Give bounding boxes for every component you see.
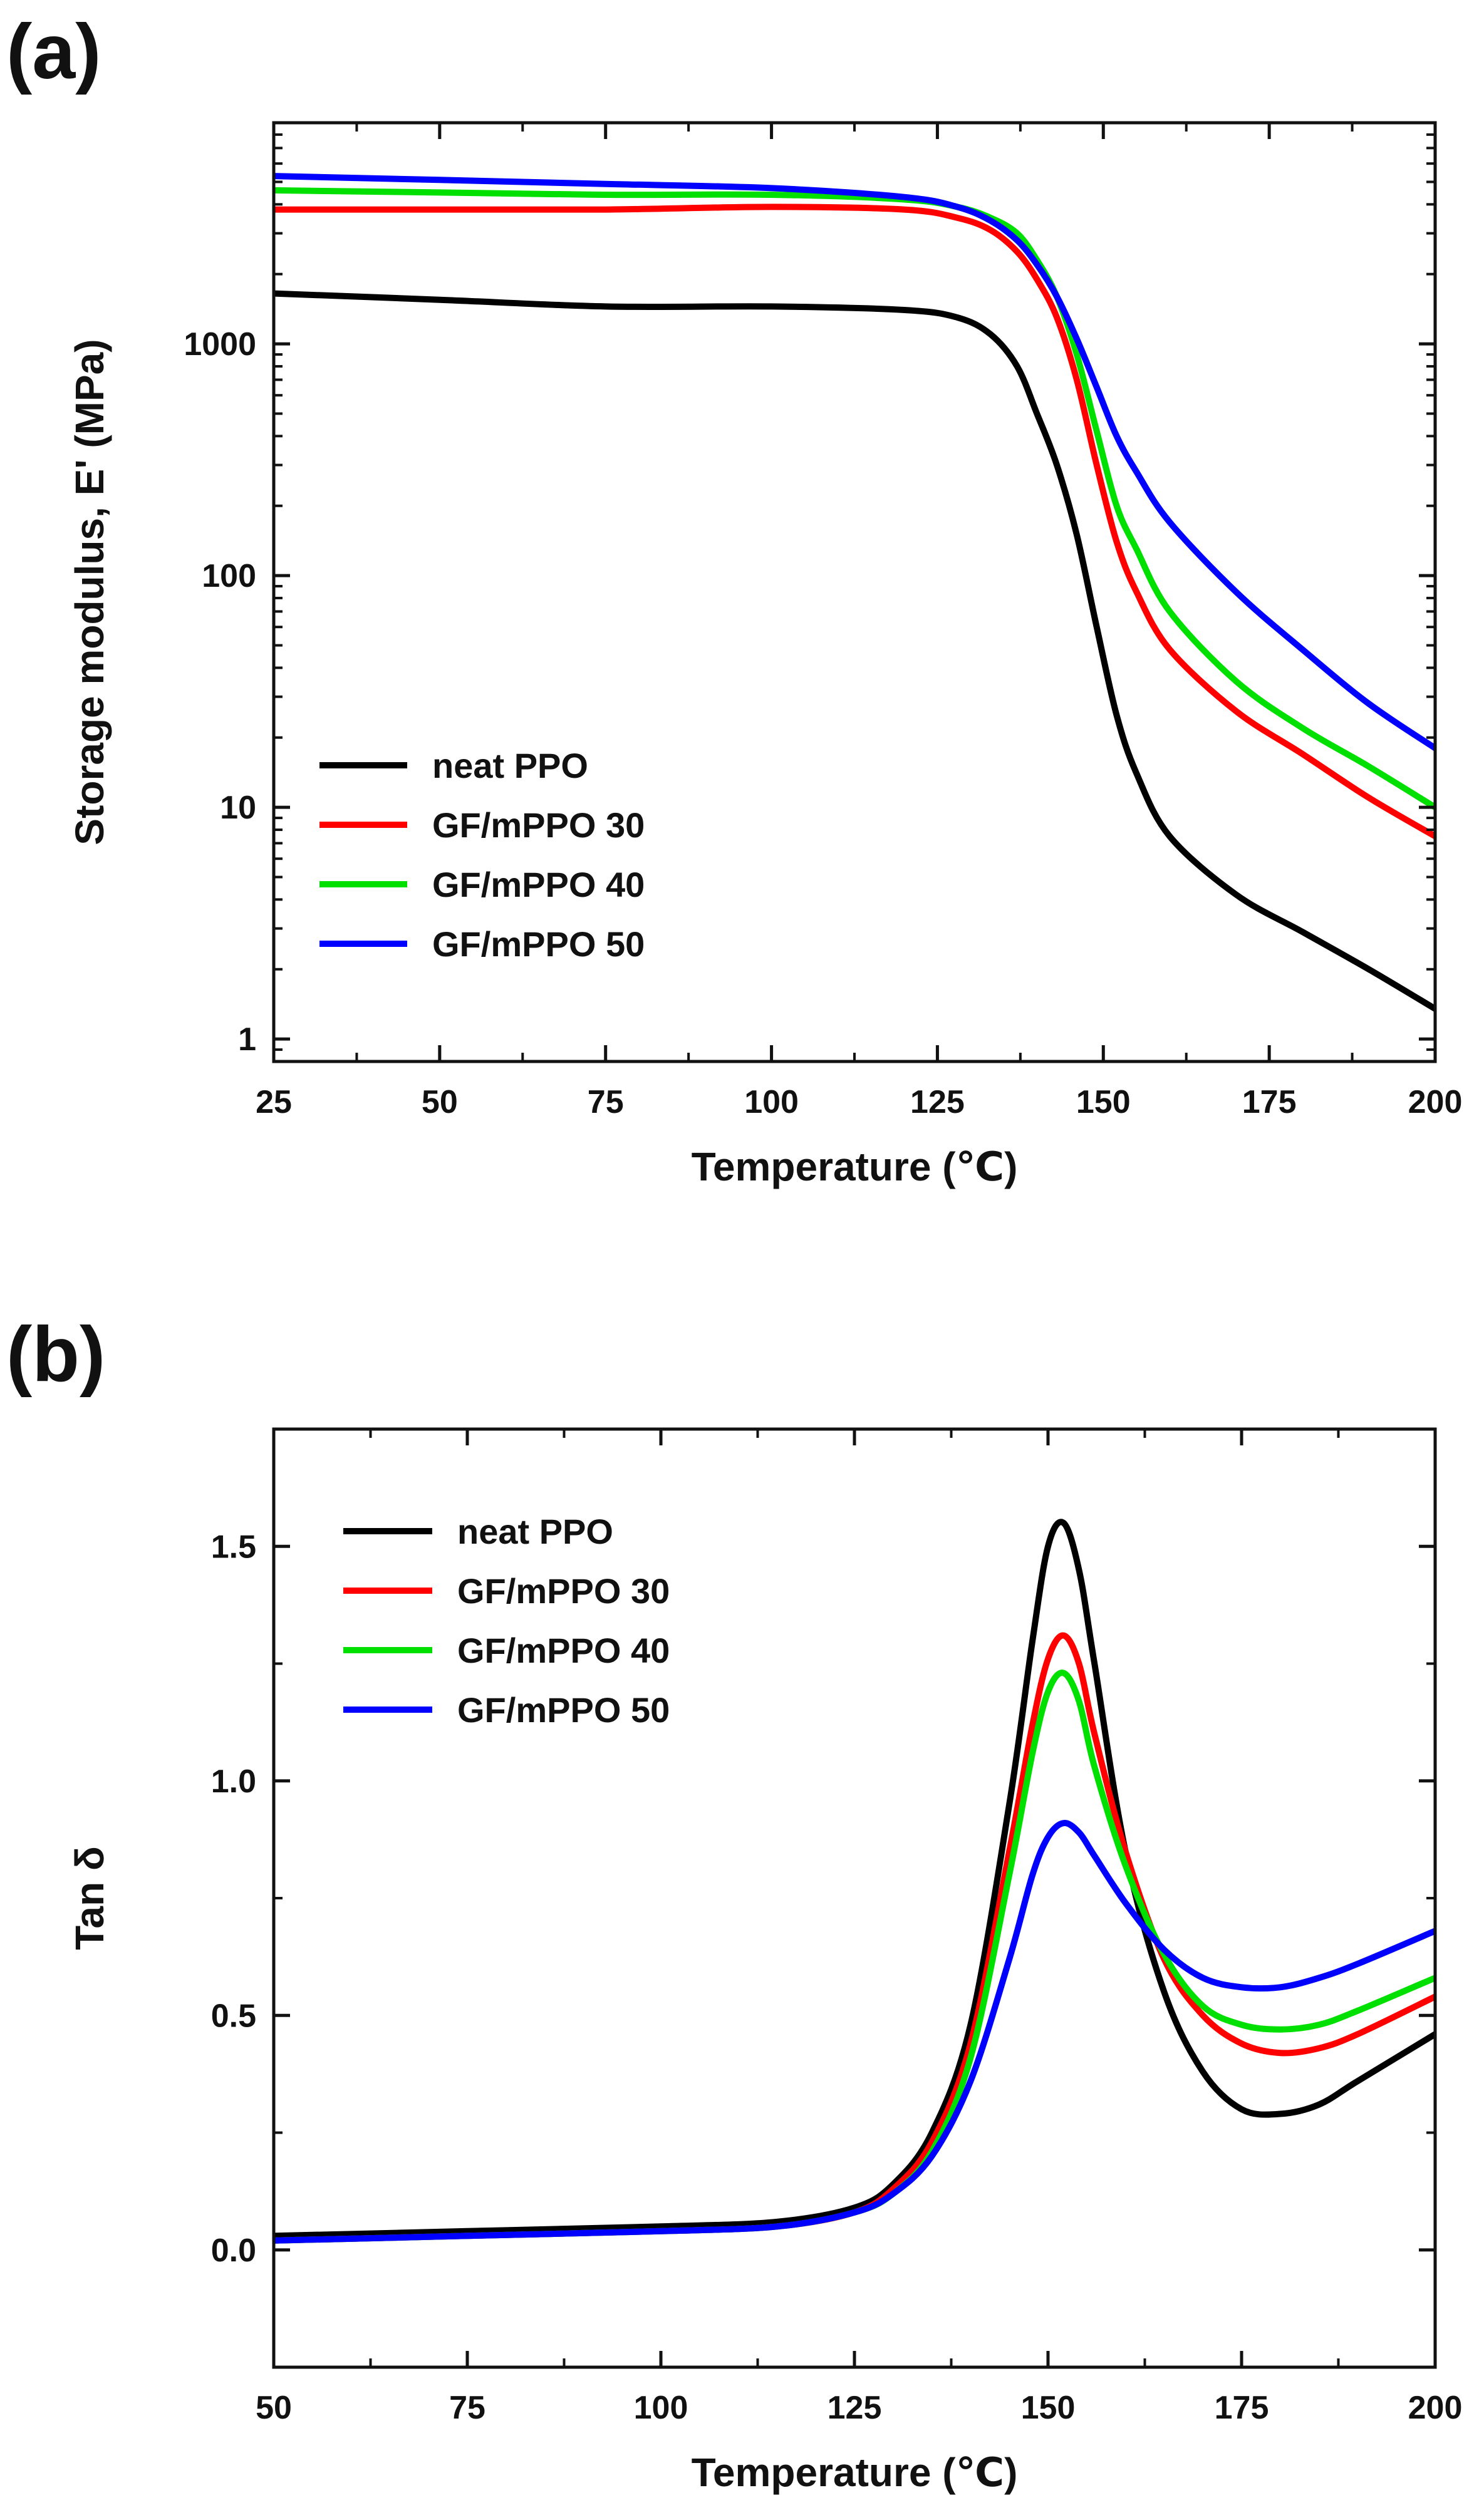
y-axis-title: Tan δ xyxy=(67,1846,112,1950)
panel-label: (a) xyxy=(6,9,101,95)
legend: neat PPO GF/mPPO 30 GF/mPPO 40 GF/mPPO 50 xyxy=(319,746,645,964)
series-line-neat-ppo xyxy=(274,1519,1435,2239)
legend-label: neat PPO xyxy=(432,746,588,785)
x-tick-label: 100 xyxy=(744,1084,799,1120)
legend-label: GF/mPPO 50 xyxy=(432,924,645,964)
series-line-neat-ppo xyxy=(274,290,1435,1012)
x-tick-label: 175 xyxy=(1215,2390,1269,2426)
x-tick-label: 50 xyxy=(422,1084,458,1120)
y-tick-label: 1 xyxy=(238,1021,256,1058)
series-line-gf-mppo-40 xyxy=(274,187,1435,811)
x-tick-label: 200 xyxy=(1408,2390,1463,2426)
legend-label: GF/mPPO 30 xyxy=(457,1571,670,1611)
x-tick-label: 75 xyxy=(449,2390,485,2426)
plot-frame xyxy=(272,121,1437,1063)
legend-label: GF/mPPO 40 xyxy=(432,865,645,904)
plot-frame xyxy=(272,1427,1437,2369)
x-axis-title: Temperature (℃) xyxy=(692,2450,1018,2495)
panel-label: (b) xyxy=(6,1311,105,1398)
y-tick-label: 1000 xyxy=(184,326,256,363)
series-group xyxy=(274,173,1435,1012)
chart-panel-0: (a) 25 50 75 100 125 150 175 200 1 10 100 1000 Temper… xyxy=(6,9,1462,1189)
legend-label: GF/mPPO 50 xyxy=(457,1690,670,1730)
x-tick-label: 125 xyxy=(828,2390,882,2426)
y-tick-label: 0.5 xyxy=(211,1998,256,2034)
y-tick-label: 1.0 xyxy=(211,1763,256,1800)
x-tick-label: 25 xyxy=(256,1084,292,1120)
x-tick-label: 75 xyxy=(588,1084,624,1120)
x-axis-title: Temperature (℃) xyxy=(692,1144,1018,1189)
chart-panel-1: (b) 50 75 100 125 150 175 200 0.0 0.5 1.0 1.5 Temper… xyxy=(6,1311,1462,2495)
legend-label: GF/mPPO 30 xyxy=(432,805,645,845)
y-axis-title: Storage modulus, E' (MPa) xyxy=(67,339,112,845)
y-tick-label: 1.5 xyxy=(211,1529,256,1565)
x-tick-label: 125 xyxy=(910,1084,965,1120)
series-line-gf-mppo-30 xyxy=(274,204,1435,840)
x-tick-label: 100 xyxy=(634,2390,688,2426)
y-tick-label: 0.0 xyxy=(211,2233,256,2269)
series-line-gf-mppo-40 xyxy=(274,1670,1435,2244)
x-tick-label: 50 xyxy=(256,2390,292,2426)
series-line-gf-mppo-50 xyxy=(274,1820,1435,2244)
x-tick-label: 150 xyxy=(1076,1084,1131,1120)
legend-label: neat PPO xyxy=(457,1512,613,1551)
x-tick-label: 200 xyxy=(1408,1084,1463,1120)
y-tick-label: 10 xyxy=(220,790,256,826)
series-line-gf-mppo-30 xyxy=(274,1632,1435,2244)
legend: neat PPO GF/mPPO 30 GF/mPPO 40 GF/mPPO 50 xyxy=(343,1512,670,1730)
x-tick-label: 150 xyxy=(1021,2390,1076,2426)
legend-label: GF/mPPO 40 xyxy=(457,1631,670,1670)
series-group xyxy=(274,1519,1435,2244)
series-line-gf-mppo-50 xyxy=(274,173,1435,751)
y-tick-label: 100 xyxy=(202,558,256,594)
x-tick-label: 175 xyxy=(1242,1084,1297,1120)
